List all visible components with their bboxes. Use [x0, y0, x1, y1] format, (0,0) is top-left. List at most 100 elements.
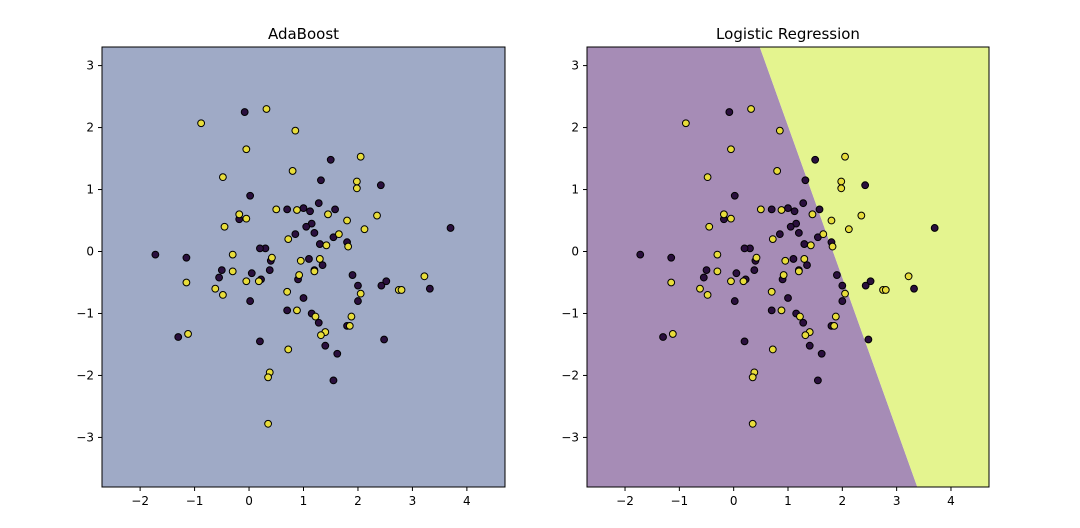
data-point-class-1: [819, 230, 828, 239]
data-point-class-1: [667, 278, 676, 287]
data-point-class-1: [705, 222, 714, 231]
data-point-class-0: [331, 205, 339, 214]
data-point-class-0: [794, 229, 803, 237]
data-point-class-1: [293, 206, 301, 214]
data-point-class-1: [242, 145, 251, 154]
x-tick-label: 3: [409, 494, 417, 508]
x-tick-label: −1: [186, 494, 204, 508]
data-point-class-1: [727, 214, 735, 223]
data-point-class-1: [827, 216, 836, 225]
data-point-class-1: [668, 330, 677, 338]
data-point-class-0: [348, 271, 357, 279]
data-point-class-0: [740, 244, 749, 253]
data-point-class-1: [235, 210, 244, 219]
data-point-class-1: [713, 250, 722, 259]
y-tick-label: 1: [571, 183, 579, 197]
data-point-class-1: [696, 284, 704, 293]
data-point-class-0: [256, 244, 264, 253]
data-point-class-1: [288, 167, 297, 175]
data-point-class-1: [720, 210, 728, 219]
data-point-class-0: [799, 318, 808, 327]
data-point-class-1: [713, 267, 722, 276]
data-point-class-0: [861, 281, 870, 290]
data-point-class-0: [784, 204, 792, 213]
data-point-class-1: [356, 289, 365, 298]
data-point-class-0: [306, 207, 314, 216]
data-point-class-1: [295, 271, 304, 279]
data-point-class-0: [805, 341, 814, 350]
data-point-class-1: [777, 306, 786, 315]
data-point-class-0: [247, 269, 256, 278]
data-point-class-1: [747, 105, 755, 113]
adaboost-panel: −2 −1 0 1 2 3 4 −3 −2 −1 0 1 2 3 AdaBoost: [76, 25, 506, 508]
data-point-class-0: [305, 255, 313, 263]
data-point-class-1: [767, 287, 776, 296]
data-point-class-0: [174, 333, 183, 341]
data-point-class-0: [283, 205, 292, 214]
data-point-class-1: [344, 242, 353, 251]
x-tick-label: 2: [354, 494, 362, 508]
y-tick-label: 2: [86, 121, 94, 135]
y-tick-label: 1: [86, 183, 94, 197]
data-point-class-0: [740, 337, 749, 346]
data-point-class-1: [801, 331, 810, 340]
data-point-class-1: [756, 205, 765, 214]
data-point-class-1: [775, 126, 784, 135]
data-point-class-0: [314, 199, 323, 208]
data-point-class-0: [702, 266, 711, 275]
data-point-class-1: [727, 277, 735, 286]
data-point-class-1: [841, 289, 849, 298]
data-point-class-0: [299, 294, 308, 302]
data-point-class-1: [345, 321, 354, 330]
chart-title: AdaBoost: [268, 25, 339, 43]
data-point-class-1: [420, 272, 429, 281]
y-tick-label: 0: [86, 245, 94, 259]
data-point-class-0: [151, 250, 160, 259]
data-point-class-0: [318, 261, 327, 270]
data-point-class-1: [831, 312, 840, 321]
data-point-class-0: [730, 191, 739, 200]
data-point-class-0: [910, 284, 918, 293]
y-tick-label: −1: [76, 306, 94, 320]
data-point-class-0: [832, 271, 841, 279]
data-point-class-0: [317, 176, 325, 185]
data-point-class-1: [283, 287, 292, 296]
data-point-class-1: [397, 286, 406, 294]
data-point-class-0: [315, 240, 324, 248]
y-tick-label: −1: [561, 306, 579, 320]
data-point-class-0: [354, 281, 362, 290]
data-point-class-1: [315, 255, 324, 263]
data-point-class-1: [808, 210, 817, 219]
data-point-class-0: [256, 337, 264, 346]
data-point-class-0: [291, 230, 300, 239]
data-point-class-1: [291, 126, 300, 135]
data-point-class-1: [727, 145, 735, 154]
data-point-class-1: [262, 105, 271, 113]
data-point-class-1: [794, 267, 803, 276]
data-point-class-1: [184, 330, 192, 338]
data-point-class-1: [781, 256, 790, 265]
data-point-class-1: [293, 306, 301, 315]
data-point-class-1: [242, 214, 251, 223]
data-point-class-1: [748, 373, 757, 382]
data-point-class-1: [272, 205, 281, 214]
decision-region-class-0: [102, 47, 505, 487]
data-point-class-1: [779, 271, 788, 279]
data-point-class-0: [732, 269, 741, 278]
data-point-class-1: [373, 211, 381, 220]
y-tick-label: −2: [76, 368, 94, 382]
data-point-class-0: [354, 297, 362, 305]
data-point-class-0: [377, 281, 386, 290]
data-point-class-0: [799, 199, 808, 208]
data-point-class-0: [861, 181, 870, 190]
data-point-class-0: [299, 204, 308, 213]
data-point-class-0: [838, 297, 847, 305]
y-tick-label: −2: [561, 368, 579, 382]
data-point-class-1: [228, 267, 237, 276]
data-point-class-1: [703, 173, 712, 182]
data-point-class-0: [217, 266, 226, 275]
data-point-class-1: [347, 312, 356, 321]
x-tick-label: 1: [784, 494, 792, 508]
data-point-class-0: [866, 277, 875, 286]
data-point-class-1: [254, 277, 263, 286]
